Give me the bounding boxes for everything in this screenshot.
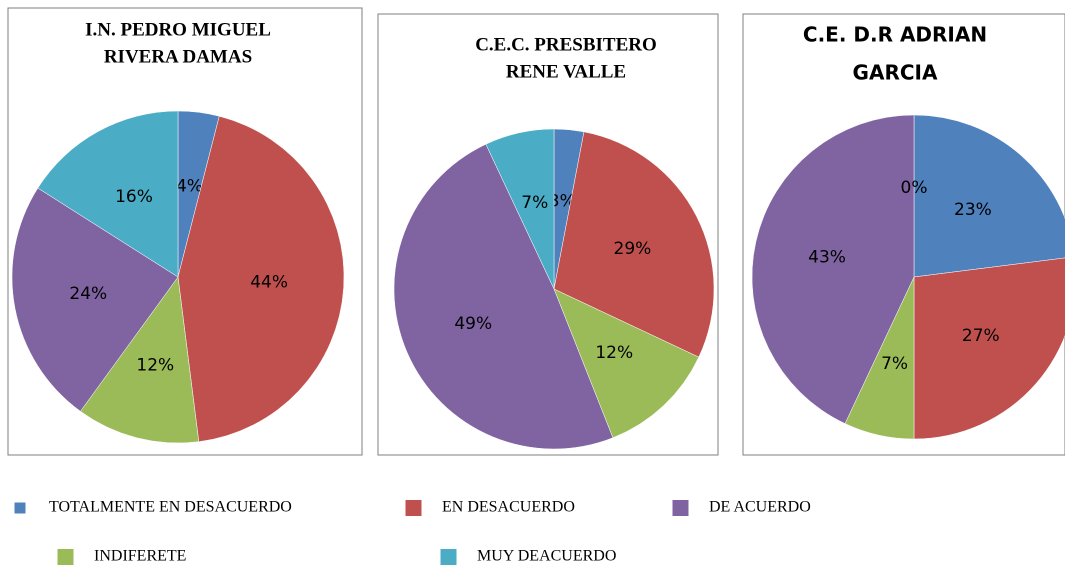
- pie: 23% 27% 7% 43% 0%: [751, 114, 1065, 440]
- legend-swatch: [56, 548, 75, 566]
- data-label: 0%: [901, 178, 928, 198]
- data-label: 27%: [962, 326, 1000, 346]
- pie-slice: [177, 115, 345, 442]
- chart-title: C.E.C. PRESBITERO: [475, 34, 657, 55]
- pie-slice: [553, 131, 715, 358]
- pie-slice: [913, 257, 1065, 440]
- pie: 4% 44% 12% 24% 16%: [11, 110, 345, 444]
- chart-title: C.E. D.R ADRIAN: [803, 23, 987, 47]
- legend-swatch: [404, 499, 423, 517]
- pie-slice: [553, 288, 700, 439]
- data-label: 7%: [521, 193, 548, 213]
- legend-swatch: [439, 548, 458, 566]
- data-label: 44%: [250, 273, 288, 293]
- legend-swatch: [13, 501, 27, 515]
- chart-title: I.N. PEDRO MIGUEL: [85, 19, 271, 40]
- data-label: 24%: [69, 284, 107, 304]
- data-label: 43%: [808, 248, 846, 268]
- data-label: 4%: [176, 176, 203, 196]
- pie-slice: [751, 114, 915, 424]
- data-label: 12%: [136, 355, 174, 375]
- chart-title: GARCIA: [853, 61, 938, 85]
- data-label: 3%: [549, 191, 576, 211]
- data-label: 12%: [595, 343, 633, 363]
- data-label: 29%: [614, 239, 652, 259]
- pie-slice: [80, 276, 200, 444]
- data-label: 7%: [881, 354, 908, 374]
- legend-swatch: [671, 499, 690, 517]
- pie: 3% 29% 12% 49% 7%: [393, 128, 715, 450]
- pie-slice: [393, 143, 614, 450]
- pie-slice: [11, 187, 179, 412]
- pie-slice: [913, 114, 1065, 278]
- data-label: 49%: [454, 314, 492, 334]
- legend-label: INDIFERETE: [94, 548, 186, 565]
- legend-label: DE ACUERDO: [709, 499, 811, 516]
- chart-title: RENE VALLE: [506, 61, 626, 82]
- data-label: 16%: [115, 187, 153, 207]
- legend-label: TOTALMENTE EN DESACUERDO: [49, 499, 292, 516]
- data-label: 23%: [954, 200, 992, 220]
- pie-slice: [485, 128, 555, 290]
- pie-slice: [37, 110, 179, 278]
- chart-title: RIVERA DAMAS: [104, 46, 252, 67]
- legend-label: EN DESACUERDO: [442, 499, 575, 516]
- legend-label: MUY DEACUERDO: [477, 548, 616, 565]
